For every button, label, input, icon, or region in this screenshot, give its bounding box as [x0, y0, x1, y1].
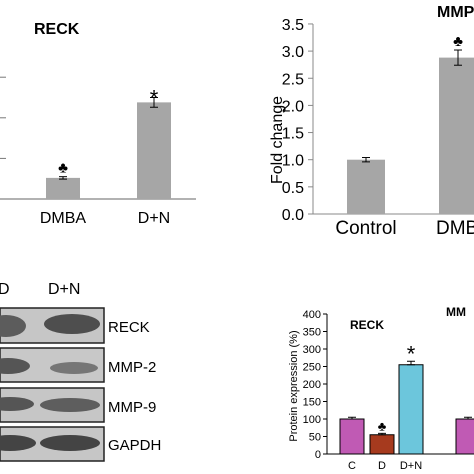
panel-b-y-axis-label: Fold change [269, 96, 286, 184]
x-tick-label: D+N [400, 460, 422, 472]
bar [347, 159, 385, 214]
blot-band [44, 314, 100, 334]
x-tick-label: D+N [138, 210, 170, 227]
significance-marker: ♣ [378, 418, 387, 433]
blot-label-reck: RECK [108, 319, 150, 336]
blot-label-mmp9: MMP-9 [108, 399, 156, 416]
y-tick-label: 1.0 [282, 153, 304, 170]
bar [46, 177, 80, 199]
panel-a-title: RECK [34, 21, 80, 38]
blot-band [0, 397, 34, 411]
x-tick-label: Control [335, 218, 396, 239]
blot-lane-header-dn: D+N [48, 281, 80, 298]
y-tick-label: 400 [303, 309, 321, 321]
y-tick-label: 2.5 [282, 71, 304, 88]
blot-label-gapdh: GAPDH [108, 437, 161, 454]
western-blot-panel: D D+N RECK MMP-2 MMP-9 GAPDH [0, 281, 161, 462]
significance-marker: ♣ [453, 33, 463, 50]
bar [455, 418, 474, 455]
y-tick-label: 1.5 [282, 126, 304, 143]
bar [398, 364, 424, 455]
blot-band [0, 358, 30, 374]
panel-d-protein-chart: MM RECK Protein expression (%) 0 50 100 150… [288, 305, 474, 472]
panel-b-title: MMP [437, 4, 474, 21]
y-tick-label: 50 [309, 432, 321, 444]
y-tick-label: 250 [303, 362, 321, 374]
panel-a-reck-chart: RECK ♣ DMBA * D+N [0, 21, 196, 227]
panel-d-y-axis-label: Protein expression (%) [288, 330, 300, 441]
bar [339, 418, 365, 455]
bar [369, 434, 395, 455]
blot-label-mmp2: MMP-2 [108, 359, 156, 376]
panel-b-mmp-chart: MMP Fold change 0.0 0.5 1.0 1.5 2.0 2.5 3.0 3.5… [269, 4, 474, 239]
blot-band [0, 315, 26, 337]
significance-marker: ♣ [58, 160, 68, 177]
blot-band [40, 398, 100, 412]
x-tick-label: DMBA [40, 210, 87, 227]
y-tick-label: 150 [303, 397, 321, 409]
blot-band [40, 435, 100, 451]
y-tick-label: 3.0 [282, 44, 304, 61]
y-tick-label: 100 [303, 414, 321, 426]
blot-band [0, 435, 36, 451]
y-tick-label: 0.5 [282, 180, 304, 197]
significance-marker: * [150, 86, 159, 111]
panel-d-title: RECK [350, 318, 384, 332]
bar [137, 102, 171, 199]
significance-marker: * [407, 341, 416, 366]
panel-d-cropped-title: MM [446, 305, 466, 319]
x-tick-label: C [348, 460, 356, 472]
blot-band [50, 362, 98, 374]
x-tick-label: D [378, 460, 386, 472]
y-tick-label: 0.0 [282, 207, 304, 224]
y-tick-label: 0 [315, 449, 321, 461]
y-tick-label: 3.5 [282, 17, 304, 34]
blot-lane-header-d: D [0, 281, 10, 298]
y-tick-label: 200 [303, 379, 321, 391]
x-tick-label: DMB [436, 218, 474, 239]
y-tick-label: 2.0 [282, 98, 304, 115]
y-tick-label: 300 [303, 344, 321, 356]
bar [439, 57, 474, 215]
y-tick-label: 350 [303, 327, 321, 339]
